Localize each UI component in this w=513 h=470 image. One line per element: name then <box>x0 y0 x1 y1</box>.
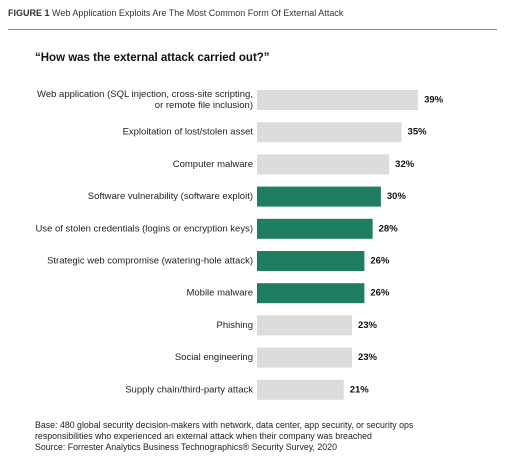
header-divider <box>8 29 497 30</box>
figure-title: Web Application Exploits Are The Most Co… <box>52 8 344 18</box>
footnote-base-line-1: Base: 480 global security decision-maker… <box>35 420 414 430</box>
bar-9 <box>257 347 352 368</box>
category-label-9: Social engineering <box>175 352 253 363</box>
value-label-10: 21% <box>350 384 370 395</box>
category-label-1-line-1: Web application (SQL injection, cross-si… <box>37 89 253 100</box>
bar-7 <box>257 283 365 304</box>
footnote-source: Source: Forrester Analytics Business Tec… <box>35 442 337 452</box>
bar-4 <box>257 186 381 207</box>
value-label-8: 23% <box>358 320 378 331</box>
value-label-9: 23% <box>358 352 378 363</box>
value-label-3: 32% <box>395 159 415 170</box>
category-label-4: Software vulnerability (software exploit… <box>88 191 253 202</box>
category-label-7: Mobile malware <box>186 288 253 299</box>
category-label-8: Phishing <box>217 320 253 331</box>
chart-question: “How was the external attack carried out… <box>35 52 270 64</box>
value-label-2: 35% <box>408 127 428 138</box>
category-label-5: Use of stolen credentials (logins or enc… <box>35 223 253 234</box>
bar-8 <box>257 315 352 336</box>
footnote: Base: 480 global security decision-maker… <box>35 420 505 453</box>
category-label-3: Computer malware <box>173 159 253 170</box>
value-label-1: 39% <box>424 95 444 106</box>
bar-10 <box>257 379 344 400</box>
value-label-6: 26% <box>370 256 390 267</box>
bar-2 <box>257 122 402 143</box>
figure-header: FIGURE 1 Web Application Exploits Are Th… <box>8 8 497 18</box>
bar-5 <box>257 218 373 239</box>
value-label-7: 26% <box>370 288 390 299</box>
value-label-5: 28% <box>379 223 399 234</box>
category-label-10: Supply chain/third-party attack <box>125 384 253 395</box>
bar-1 <box>257 90 419 110</box>
category-label-6: Strategic web compromise (watering-hole … <box>47 256 253 267</box>
footnote-base-line-2: responsibilities who experienced an exte… <box>35 431 372 441</box>
figure-label: FIGURE 1 <box>8 8 50 18</box>
value-label-4: 30% <box>387 191 407 202</box>
bar-6 <box>257 251 365 271</box>
category-label-2: Exploitation of lost/stolen asset <box>123 127 254 138</box>
bar-3 <box>257 154 390 175</box>
category-label-1-line-2: or remote file inclusion) <box>155 100 253 111</box>
